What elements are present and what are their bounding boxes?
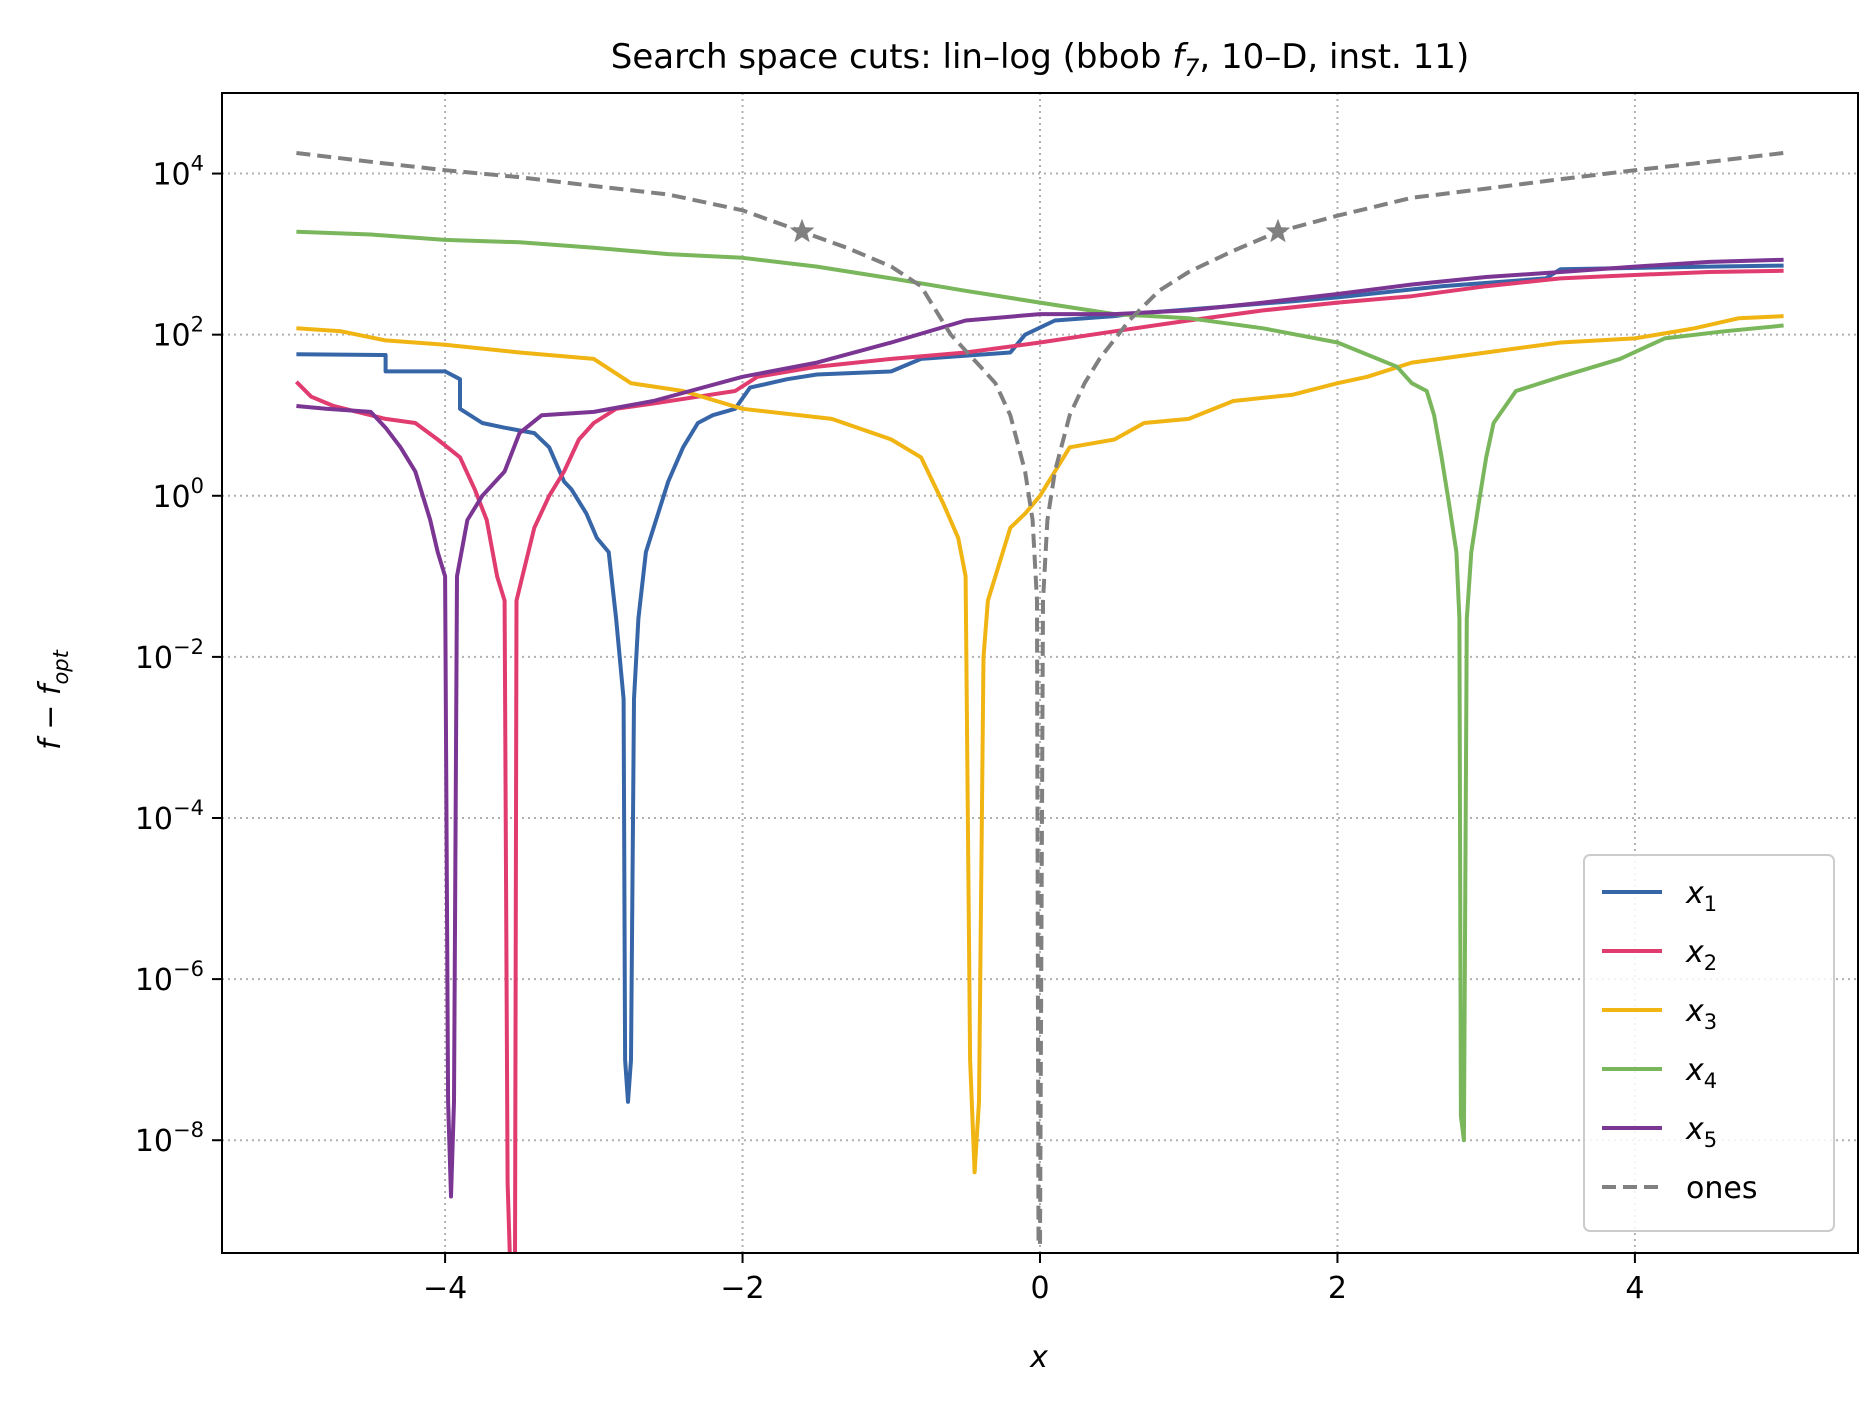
y-tick-label: 100	[152, 474, 204, 515]
legend-label: x2	[1685, 935, 1717, 975]
series-line-x4	[296, 229, 1784, 1143]
y-tick-label: 10−4	[135, 796, 204, 837]
y-tick-label: 10−8	[135, 1118, 204, 1159]
y-tick-label: 10−2	[135, 635, 204, 676]
axes: −4 −2 0 2 4 104 102 100 10−2 10−4 10−6 10−8	[135, 92, 1859, 1306]
series-line-x5	[296, 257, 1784, 1199]
legend: x1 x2 x3 x4 x5 ones	[1583, 854, 1835, 1232]
legend-label: x1	[1685, 876, 1717, 916]
legend-label: x4	[1685, 1053, 1717, 1093]
legend-label: x5	[1685, 1112, 1717, 1152]
series-line-x3	[296, 314, 1784, 1175]
x-tick-label: −2	[720, 1271, 764, 1306]
y-tick-label: 102	[152, 313, 204, 354]
x-tick-label: 0	[1030, 1271, 1049, 1306]
y-tick-label: 10−6	[135, 957, 204, 998]
legend-label: ones	[1686, 1171, 1757, 1206]
series-layer	[294, 151, 1784, 1253]
star-marker	[1265, 218, 1291, 243]
y-tick-label: 104	[152, 152, 204, 193]
x-tick-label: 2	[1328, 1271, 1347, 1306]
series-line-x2	[294, 268, 1784, 1253]
y-axis-label: f − fopt​	[33, 649, 73, 750]
x-axis-label: x	[1029, 1340, 1048, 1375]
x-tick-label: −4	[423, 1271, 467, 1306]
chart-title: Search space cuts: lin–log (bbob f7​, 10…	[611, 37, 1469, 82]
legend-label: x3	[1685, 994, 1717, 1034]
star-marker	[789, 218, 815, 243]
x-tick-label: 4	[1625, 1271, 1644, 1306]
